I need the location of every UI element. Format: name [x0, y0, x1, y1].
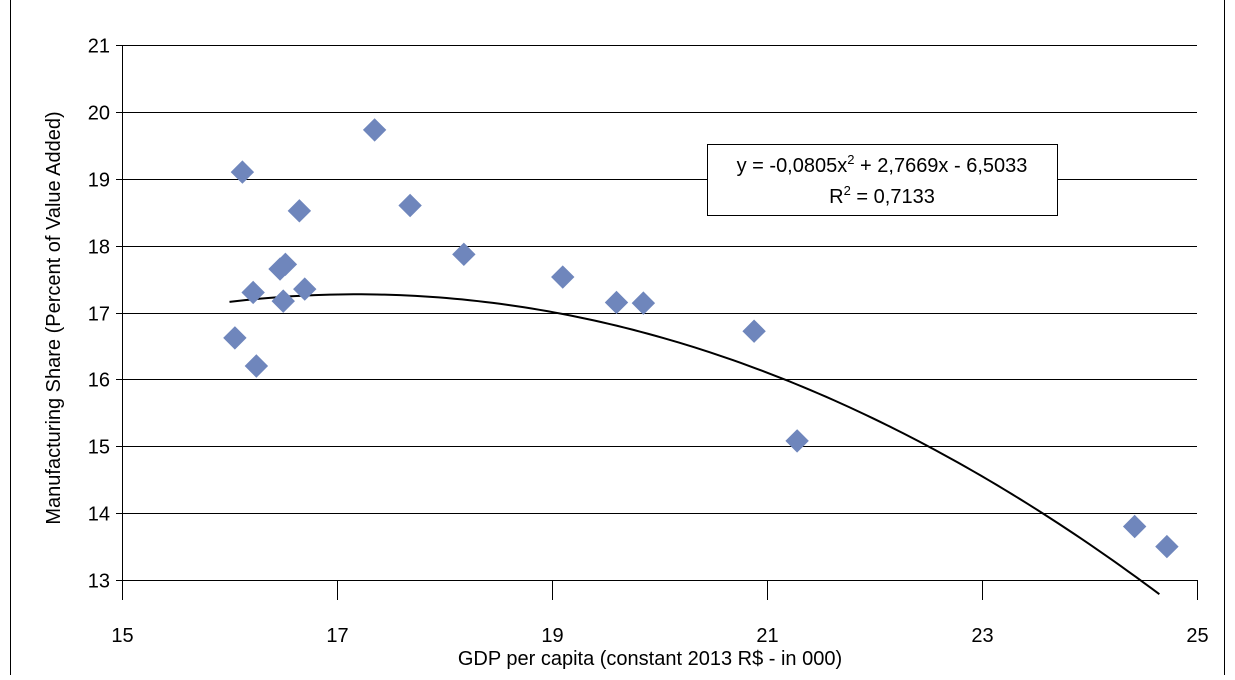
trendline-equation-box: y = -0,0805x2 + 2,7669x - 6,5033 R2 = 0,…	[707, 144, 1058, 216]
y-tick-label: 14	[88, 504, 110, 526]
equation-box-frame	[707, 144, 1058, 216]
y-tick-label: 13	[88, 571, 110, 593]
data-point	[604, 290, 629, 315]
data-point	[244, 354, 269, 378]
y-tick-label: 18	[88, 237, 110, 259]
trendline-equation: y = -0,0805x2 + 2,7669x - 6,5033	[737, 152, 1028, 177]
y-tick-label: 21	[88, 36, 110, 58]
data-point	[293, 277, 317, 301]
axes	[116, 45, 1198, 600]
data-point	[273, 252, 298, 277]
r-squared-value: R2 = 0,7133	[829, 183, 935, 208]
data-point	[631, 291, 656, 315]
x-tick-labels: 15 17 19 21 23 25	[111, 625, 1208, 647]
data-point	[223, 326, 247, 350]
y-tick-label: 15	[88, 437, 110, 459]
y-tick-label: 17	[88, 304, 110, 326]
y-tick-label: 16	[88, 370, 110, 392]
data-points	[223, 118, 1179, 559]
data-point	[241, 280, 265, 305]
data-point	[742, 319, 766, 343]
data-point	[452, 242, 476, 267]
x-tick-label: 19	[541, 625, 563, 647]
data-point	[785, 429, 809, 453]
trendline	[229, 293, 1160, 596]
data-point	[362, 118, 387, 142]
data-point	[1155, 534, 1179, 559]
data-point	[230, 160, 255, 184]
y-tick-label: 20	[88, 103, 110, 125]
data-point	[271, 289, 295, 313]
gridlines	[122, 45, 1197, 514]
x-axis-label: GDP per capita (constant 2013 R$ - in 00…	[458, 648, 842, 670]
data-point	[287, 199, 312, 223]
data-point	[551, 265, 575, 289]
y-tick-labels: 13 14 15 16 17 18 19 20 21	[88, 36, 110, 593]
trendline-group	[229, 293, 1160, 596]
x-tick-label: 15	[111, 625, 133, 647]
y-tick-label: 19	[88, 170, 110, 192]
x-tick-label: 23	[971, 625, 993, 647]
data-point	[1122, 514, 1147, 539]
y-axis-label: Manufacturing Share (Percent of Value Ad…	[43, 111, 65, 524]
data-point	[398, 193, 422, 218]
x-tick-label: 25	[1186, 625, 1208, 647]
x-tick-label: 17	[326, 625, 348, 647]
x-tick-label: 21	[756, 625, 778, 647]
